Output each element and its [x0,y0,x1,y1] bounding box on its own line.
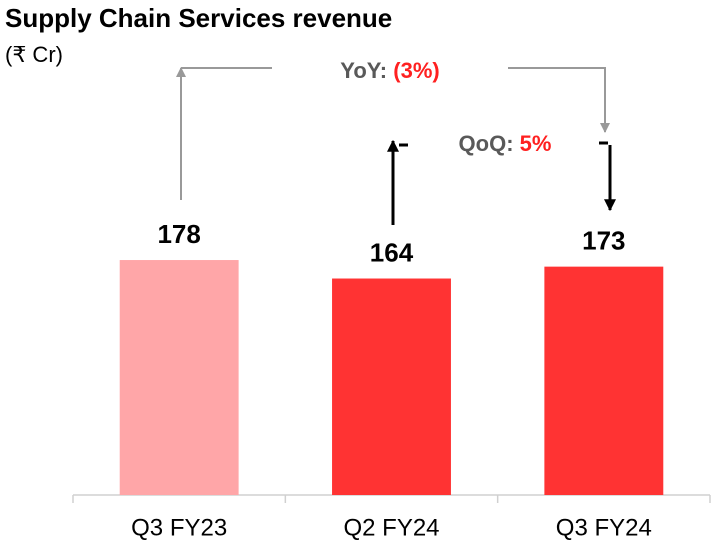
yoy-annotation: YoY: (3%) [340,58,439,83]
x-tick-label: Q2 FY24 [343,514,439,541]
value-label: 173 [582,226,625,256]
qoq-arrow [387,139,616,225]
chart-title: Supply Chain Services revenue [5,3,392,33]
qoq-annotation: QoQ: 5% [459,131,552,156]
x-tick-label: Q3 FY23 [131,514,227,541]
value-label: 164 [370,237,414,267]
chart-subtitle: (₹ Cr) [5,42,63,67]
bar [119,260,239,495]
qoq-label: QoQ: [459,131,514,156]
x-tick-label: Q3 FY24 [556,514,652,541]
yoy-arrow [176,67,610,200]
bar [332,278,451,495]
value-label: 178 [157,219,200,249]
yoy-value: (3%) [393,58,439,83]
yoy-label: YoY: [340,58,387,83]
bar [544,266,664,495]
qoq-value: 5% [520,131,552,156]
